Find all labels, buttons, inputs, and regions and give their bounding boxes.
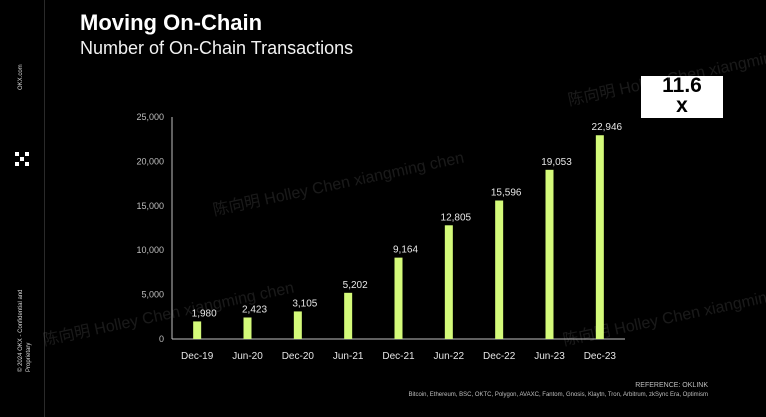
y-tick-label: 25,000: [136, 112, 164, 122]
x-tick-label: Dec-23: [584, 351, 617, 362]
y-tick-label: 0: [159, 334, 164, 344]
bar: [193, 321, 202, 339]
bar-value-label: 19,053: [541, 157, 572, 168]
y-tick-label: 5,000: [141, 290, 164, 300]
okx-logo-icon: [15, 152, 29, 166]
bar: [243, 317, 252, 339]
bar: [444, 225, 453, 339]
bar: [595, 135, 604, 339]
x-tick-label: Jun-20: [232, 351, 263, 362]
bar: [495, 200, 504, 339]
bar-value-label: 2,423: [242, 304, 267, 315]
bar-value-label: 3,105: [292, 298, 317, 309]
y-tick-label: 10,000: [136, 245, 164, 255]
x-tick-label: Dec-20: [282, 351, 315, 362]
page-subtitle: Number of On-Chain Transactions: [80, 38, 354, 58]
bar-value-label: 1,980: [192, 308, 217, 319]
x-tick-label: Jun-22: [434, 351, 465, 362]
bar-value-label: 22,946: [592, 122, 623, 133]
bar-value-label: 15,596: [491, 188, 522, 199]
x-tick-label: Dec-21: [382, 351, 415, 362]
bar: [394, 257, 403, 339]
reference-note: REFERENCE: OKLINK: [635, 382, 708, 389]
bar: [344, 292, 353, 339]
x-tick-label: Jun-23: [534, 351, 565, 362]
growth-badge-value: 11.6: [662, 74, 702, 97]
x-tick-label: Dec-22: [483, 351, 516, 362]
growth-badge: 11.6 x: [641, 74, 723, 118]
y-tick-label: 20,000: [136, 156, 164, 166]
sidebar: OKX.com © 2024 OKX - Confidential and Pr…: [0, 0, 45, 417]
bar-value-label: 5,202: [343, 280, 368, 291]
x-tick-label: Jun-21: [333, 351, 364, 362]
bar-value-label: 12,805: [441, 212, 472, 223]
chains-note: Bitcoin, Ethereum, BSC, OKTC, Polygon, A…: [408, 392, 708, 398]
bar: [545, 169, 554, 339]
bar: [293, 311, 302, 339]
growth-badge-unit: x: [676, 94, 688, 117]
y-tick-label: 15,000: [136, 201, 164, 211]
page-title: Moving On-Chain: [80, 10, 263, 35]
bar-value-label: 9,164: [393, 245, 418, 256]
x-tick-label: Dec-19: [181, 351, 214, 362]
